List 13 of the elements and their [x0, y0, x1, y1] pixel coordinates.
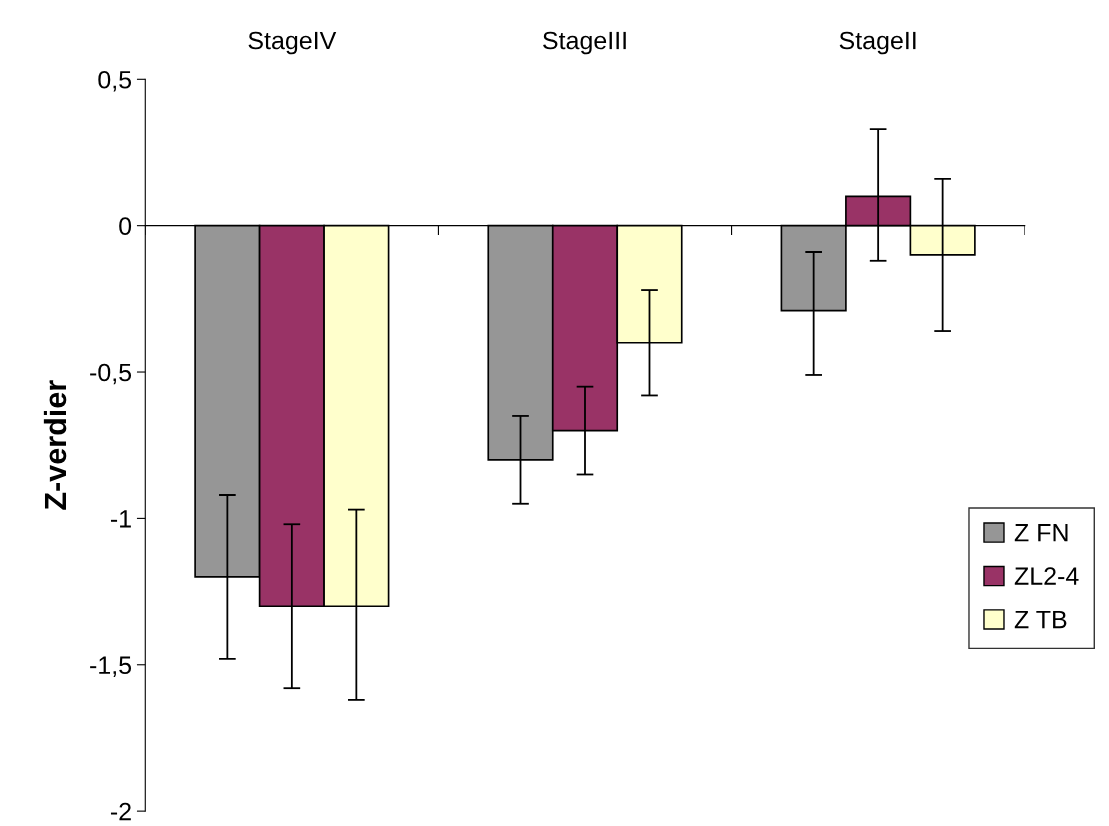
legend-label: ZL2-4	[1014, 567, 1079, 585]
y-tick-label: -0,5	[90, 363, 132, 385]
y-tick-label: 0,5	[98, 70, 132, 92]
y-tick-label: -1	[110, 510, 131, 528]
y-tick-label: 0	[119, 217, 132, 235]
legend-label: Z TB	[1014, 610, 1067, 629]
y-axis-title: Z-verdier	[43, 380, 67, 510]
y-tick-label: -1,5	[90, 656, 132, 678]
y-tick-label: -2	[110, 802, 131, 821]
legend-label: Z FN	[1014, 524, 1068, 542]
x-tick-label: StageIII	[543, 31, 626, 55]
x-tick-label: StageIV	[248, 31, 337, 55]
x-tick-label: StageII	[839, 31, 916, 55]
